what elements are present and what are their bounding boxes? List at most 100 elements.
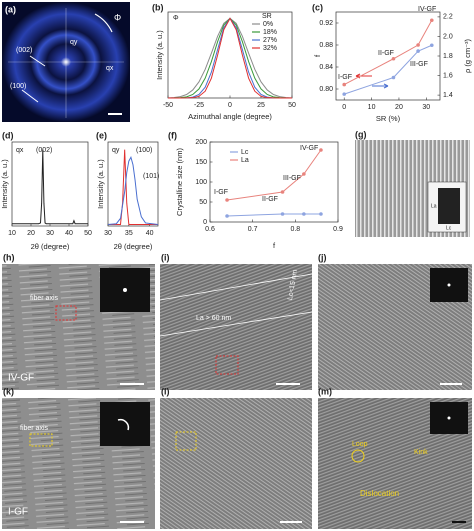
x-tick-label: 25 — [257, 102, 265, 109]
legend-label: 0% — [263, 21, 273, 28]
diffraction-arc — [117, 418, 130, 431]
legend-label: 27% — [263, 37, 277, 44]
panel-m: (m) Loop Kink Dislocation — [318, 386, 472, 529]
x-tick-label: -25 — [194, 102, 204, 109]
annotation: qy — [112, 147, 120, 154]
panel-k: (k) fiber axis I-GF — [2, 386, 155, 529]
image-label: Loop — [352, 441, 368, 448]
diffraction-spot — [123, 288, 127, 292]
annotation: qx — [16, 147, 24, 154]
annotation: I-GF — [214, 189, 228, 196]
panel-label: (d) — [2, 130, 14, 140]
x-tick-label: 10 — [368, 104, 376, 111]
x-axis-label: Azimuthal angle (degree) — [188, 112, 272, 121]
guide-line — [159, 311, 313, 337]
y-axis-label: f — [313, 54, 322, 57]
x-tick-label: 20 — [395, 104, 403, 111]
arc-arrow — [94, 13, 113, 33]
marker — [429, 43, 434, 48]
plot-frame — [209, 141, 339, 223]
x-tick-label: 0.8 — [290, 226, 300, 233]
annotation: (101) — [143, 173, 159, 180]
y-tick-label: 150 — [195, 159, 207, 166]
marker — [225, 198, 229, 202]
panel-label: (f) — [168, 130, 177, 140]
panel-label: (c) — [312, 2, 323, 12]
axis-arrow — [372, 83, 389, 89]
panel-j: (j) — [318, 252, 472, 390]
x-tick-label: 0.7 — [248, 226, 258, 233]
x-tick-label: 50 — [84, 230, 92, 237]
panel-label: (l) — [161, 386, 170, 396]
panel-label: (h) — [3, 252, 15, 262]
plot-frame — [107, 141, 159, 227]
y2-tick-label: 2.2 — [443, 14, 453, 21]
x-tick-label: 0.6 — [205, 226, 215, 233]
series-line — [168, 17, 292, 99]
panel-i: (i) La > 60 nm Lc≈15 nm — [159, 252, 313, 390]
annotation: IV-GF — [418, 6, 436, 13]
image-label: fiber axis — [20, 425, 49, 432]
legend-title: SR — [262, 13, 272, 20]
arrow — [29, 55, 46, 67]
x-tick-label: 35 — [125, 230, 133, 237]
panel-label: (j) — [318, 252, 327, 262]
marker — [391, 75, 396, 80]
y-tick-label: 200 — [195, 139, 207, 146]
y-tick-label: 0.88 — [319, 42, 333, 49]
y-tick-label: 0 — [203, 219, 207, 226]
selection-box — [175, 431, 197, 451]
diffraction-spot — [447, 283, 451, 287]
series-line — [343, 20, 433, 86]
series-line — [226, 149, 322, 201]
x-tick-label: 30 — [46, 230, 54, 237]
annotation: Φ — [173, 15, 179, 22]
series-line — [107, 155, 159, 225]
panel-h: (h) fiber axis IV-GF — [2, 252, 155, 390]
image-label: La > 60 nm — [196, 315, 231, 322]
x-tick-label: 10 — [8, 230, 16, 237]
arrow — [21, 89, 39, 103]
x-tick-label: 20 — [27, 230, 35, 237]
crystallite — [438, 188, 460, 224]
image-label: Φ — [114, 12, 121, 22]
annotation: I-GF — [338, 74, 352, 81]
legend-label: 18% — [263, 29, 277, 36]
image-label: (002) — [16, 47, 32, 54]
image-label: fiber axis — [30, 295, 59, 302]
marker — [225, 214, 229, 218]
image-label: (100) — [10, 83, 26, 90]
y-tick-label: 50 — [199, 199, 207, 206]
image-label: qy — [70, 39, 78, 46]
y2-tick-label: 1.8 — [443, 53, 453, 60]
inset — [100, 402, 150, 446]
image-label: Dislocation — [360, 489, 399, 498]
guide-line — [159, 273, 313, 301]
x-axis-label: f — [273, 241, 276, 250]
plot-frame — [167, 11, 293, 99]
y-tick-label: 0.92 — [319, 20, 333, 27]
panel-label: (b) — [152, 2, 164, 12]
marker — [429, 18, 434, 23]
annotation: III-GF — [410, 61, 428, 68]
series-line — [12, 149, 88, 225]
tem-image — [160, 398, 312, 529]
y-axis-label: Intensity (a. u.) — [155, 30, 164, 80]
x-tick-label: 0.9 — [333, 226, 343, 233]
y2-tick-label: 2.0 — [443, 33, 453, 40]
series-line — [227, 213, 321, 217]
x-tick-label: 30 — [422, 104, 430, 111]
selection-box — [215, 355, 239, 375]
series-line — [344, 44, 432, 95]
x-tick-label: 40 — [65, 230, 73, 237]
annotation: II-GF — [262, 196, 278, 203]
image-label: Kink — [414, 449, 428, 456]
marker — [302, 172, 306, 176]
panel-l: (l) — [160, 386, 312, 529]
x-axis-label: 2θ (degree) — [31, 242, 70, 251]
panel-a: (a) qy Φ (002) (100) qx — [2, 2, 130, 122]
x-axis-label: 2θ (degree) — [114, 242, 153, 251]
x-axis-label: SR (%) — [376, 114, 401, 123]
